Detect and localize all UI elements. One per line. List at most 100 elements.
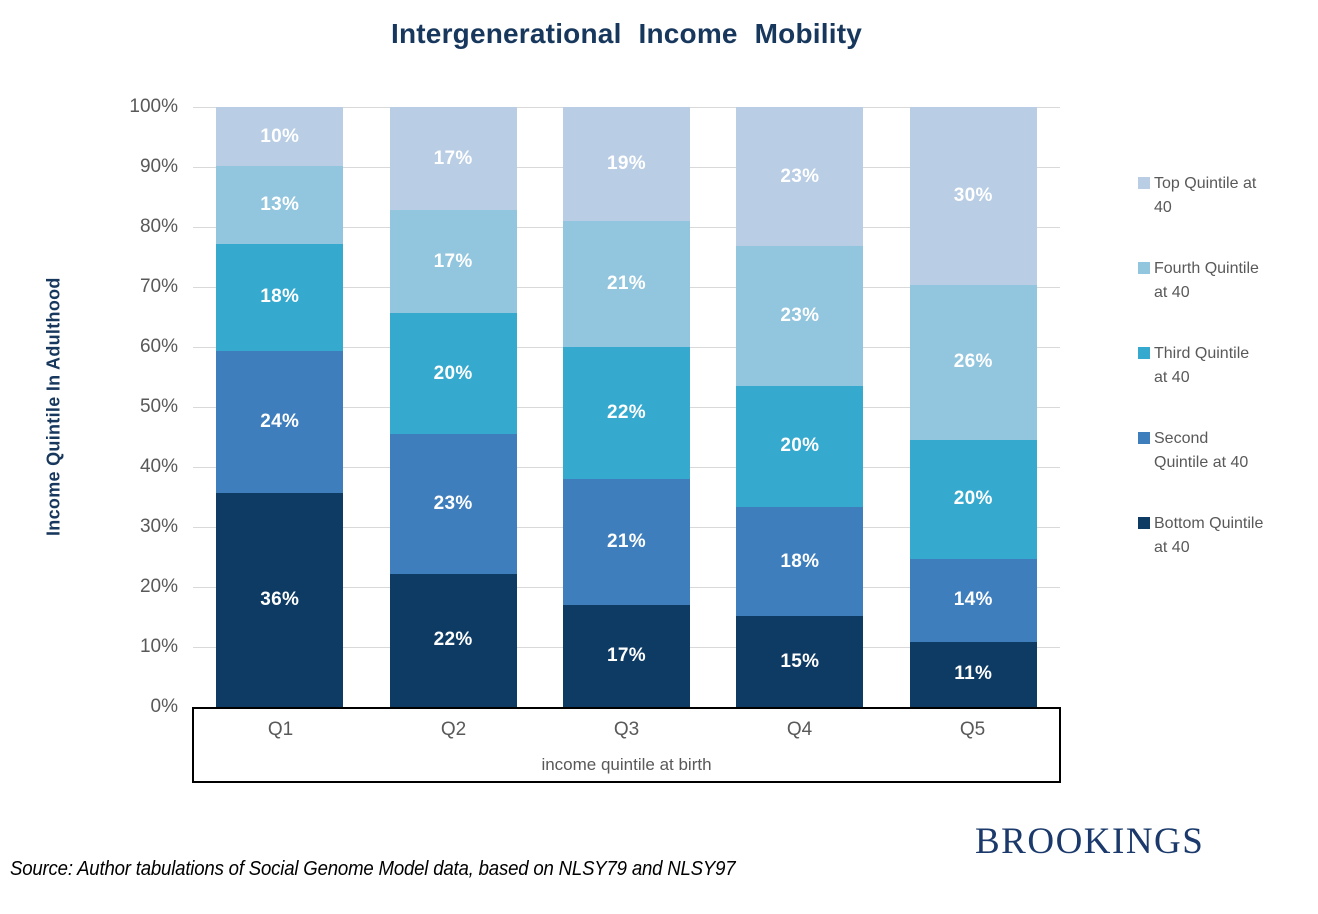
segment-q5-third-quintile-at-40: 20% — [909, 439, 1037, 559]
y-tick-label-60: 60% — [139, 336, 178, 357]
segment-q5-fourth-quintile-at-40: 26% — [909, 285, 1037, 440]
data-label: 24% — [260, 410, 300, 432]
segment-q2-third-quintile-at-40: 20% — [389, 313, 517, 435]
y-tick-label-20: 20% — [139, 576, 178, 597]
bar-slot-q1: 36% 24% 18% 13% 10% — [193, 107, 366, 707]
data-label: 18% — [780, 550, 820, 572]
legend-label-line: Third Quintile — [1154, 345, 1250, 362]
legend-item-third-quintile-at-40: Third Quintile at 40 — [1138, 342, 1314, 390]
data-label: 17% — [433, 147, 473, 169]
data-label: 14% — [953, 589, 993, 611]
bar-slot-q5: 11% 14% 20% 26% 30% — [887, 107, 1060, 707]
data-label: 22% — [433, 629, 473, 651]
data-label: 23% — [780, 305, 820, 327]
segment-q5-second-quintile-at-40: 14% — [909, 558, 1037, 642]
y-tick-label-80: 80% — [139, 216, 178, 237]
data-label: 18% — [260, 286, 300, 308]
data-label: 19% — [607, 153, 646, 174]
legend-item-second-quintile-at-40: Second Quintile at 40 — [1138, 427, 1314, 475]
data-label: 20% — [780, 435, 820, 457]
data-label: 20% — [433, 362, 473, 384]
segment-q2-fourth-quintile-at-40: 17% — [389, 210, 517, 314]
source-note: Source: Author tabulations of Social Gen… — [10, 858, 736, 880]
segment-q1-third-quintile-at-40: 18% — [216, 243, 344, 351]
y-tick-label-30: 30% — [139, 516, 178, 537]
data-label: 21% — [607, 273, 646, 294]
data-label: 17% — [433, 250, 473, 272]
data-label: 11% — [954, 663, 993, 685]
legend-label-line: at 40 — [1154, 284, 1190, 301]
segment-q5-top-quintile-at-40: 30% — [909, 107, 1037, 286]
data-label: 26% — [953, 351, 993, 373]
legend-swatch-icon — [1138, 432, 1150, 444]
y-axis-tick-labels: 0% 10% 20% 30% 40% 50% 60% 70% 80% 90% 100% — [96, 96, 186, 717]
bars-container: 36% 24% 18% 13% 10% 22% 23% 20% 17% 17% 17% 21% 22% 2… — [193, 107, 1060, 707]
segment-q2-bottom-quintile-at-40: 22% — [389, 573, 517, 707]
chart-title: Intergenerational Income Mobility — [390, 18, 863, 49]
data-label: 23% — [780, 165, 820, 187]
data-label: 17% — [607, 645, 646, 666]
category-label-q5: Q5 — [959, 719, 986, 740]
y-tick-label-40: 40% — [139, 456, 178, 477]
legend-swatch-icon — [1138, 517, 1150, 529]
legend-label-line: Bottom Quintile — [1154, 515, 1264, 532]
data-label: 20% — [953, 488, 993, 510]
stacked-bar-q1: 36% 24% 18% 13% 10% — [216, 107, 344, 707]
segment-q3-bottom-quintile-at-40: 17% — [562, 605, 690, 707]
x-axis-label-box: Q1 Q2 Q3 Q4 Q5 income quintile at birth — [192, 707, 1061, 783]
legend-swatch-icon — [1138, 347, 1150, 359]
data-label: 13% — [260, 194, 300, 216]
legend-label-line: Fourth Quintile — [1154, 260, 1259, 277]
bar-slot-q2: 22% 23% 20% 17% 17% — [366, 107, 539, 707]
legend-label-line: at 40 — [1154, 369, 1190, 386]
data-label: 22% — [607, 402, 646, 423]
data-label: 10% — [260, 125, 300, 147]
legend-item-fourth-quintile-at-40: Fourth Quintile at 40 — [1138, 257, 1314, 305]
legend-item-top-quintile-at-40: Top Quintile at 40 — [1138, 172, 1314, 220]
bar-slot-q3: 17% 21% 22% 21% 19% — [540, 107, 713, 707]
segment-q4-third-quintile-at-40: 20% — [736, 385, 864, 508]
stacked-bar-q5: 11% 14% 20% 26% 30% — [909, 107, 1037, 707]
category-label-q3: Q3 — [613, 719, 640, 740]
y-axis-title: Income Quintile In Adulthood — [43, 277, 64, 537]
legend-label: Top Quintile at 40 — [1154, 172, 1256, 220]
legend-label: Fourth Quintile at 40 — [1154, 257, 1259, 305]
data-label: 36% — [260, 589, 300, 611]
category-label-q4: Q4 — [786, 719, 813, 740]
segment-q3-top-quintile-at-40: 19% — [562, 107, 690, 221]
x-axis-category-row: Q1 Q2 Q3 Q4 Q5 — [194, 719, 1059, 741]
bar-slot-q4: 15% 18% 20% 23% 23% — [713, 107, 886, 707]
segment-q1-top-quintile-at-40: 10% — [216, 107, 344, 167]
legend-swatch-icon — [1138, 177, 1150, 189]
brookings-logo: BROOKINGS — [975, 821, 1205, 862]
segment-q3-third-quintile-at-40: 22% — [562, 347, 690, 479]
y-tick-label-50: 50% — [139, 396, 178, 417]
plot-area: 36% 24% 18% 13% 10% 22% 23% 20% 17% 17% 17% 21% 22% 2… — [193, 107, 1060, 707]
legend-label-line: Second — [1154, 430, 1209, 447]
stacked-bar-q3: 17% 21% 22% 21% 19% — [562, 107, 690, 707]
y-tick-label-10: 10% — [139, 636, 178, 657]
y-tick-label-100: 100% — [129, 96, 178, 117]
category-label-q1: Q1 — [267, 719, 294, 740]
segment-q1-second-quintile-at-40: 24% — [216, 350, 344, 494]
legend-label: Second Quintile at 40 — [1154, 427, 1248, 475]
legend-label: Third Quintile at 40 — [1154, 342, 1249, 390]
y-tick-label-0: 0% — [150, 696, 178, 717]
legend-label-line: 40 — [1154, 199, 1172, 216]
data-label: 15% — [780, 650, 820, 672]
y-tick-label-90: 90% — [139, 156, 178, 177]
segment-q4-top-quintile-at-40: 23% — [736, 107, 864, 247]
legend-label-line: at 40 — [1154, 539, 1190, 556]
segment-q5-bottom-quintile-at-40: 11% — [909, 641, 1037, 707]
segment-q1-fourth-quintile-at-40: 13% — [216, 166, 344, 244]
segment-q2-top-quintile-at-40: 17% — [389, 107, 517, 211]
data-label: 30% — [953, 185, 993, 207]
category-label-q2: Q2 — [440, 719, 467, 740]
stacked-bar-q2: 22% 23% 20% 17% 17% — [389, 107, 517, 707]
segment-q1-bottom-quintile-at-40: 36% — [216, 493, 344, 707]
legend-label-line: Quintile at 40 — [1154, 454, 1249, 471]
legend-label-line: Top Quintile at — [1154, 175, 1257, 192]
segment-q4-fourth-quintile-at-40: 23% — [736, 246, 864, 386]
legend-item-bottom-quintile-at-40: Bottom Quintile at 40 — [1138, 512, 1314, 560]
